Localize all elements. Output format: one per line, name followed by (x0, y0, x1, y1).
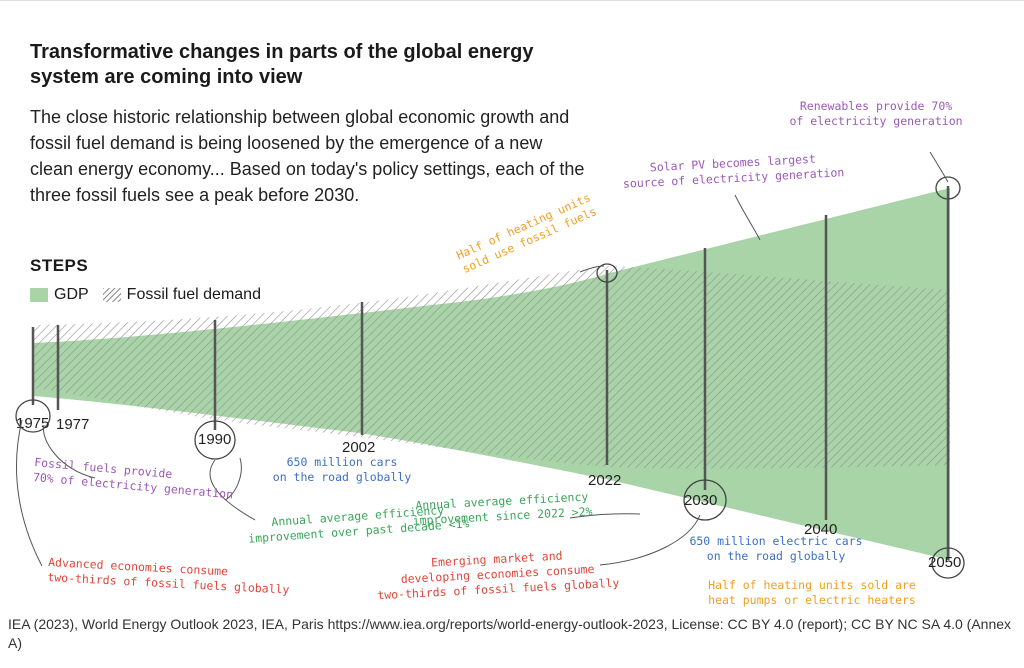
top-divider (0, 0, 1024, 1)
source-note: IEA (2023), World Energy Outlook 2023, I… (8, 616, 1012, 651)
leader-line (209, 459, 256, 521)
leader-line (224, 457, 242, 501)
annotation-1975-0: Fossil fuels provide70% of electricity g… (32, 455, 235, 501)
leader-line (569, 513, 641, 519)
year-label-2022: 2022 (588, 472, 621, 489)
milestone-circle-1975 (15, 399, 51, 433)
annotation-2030-5: Annual average efficiencyimprovement sin… (412, 489, 593, 527)
chart-subtitle: The close historic relationship between … (30, 107, 585, 205)
milestone-circle-1990 (194, 420, 236, 460)
annotation-2022-4: Half of heating unitssold use fossil fue… (454, 190, 599, 276)
leader-line (734, 194, 761, 241)
legend-gdp-label: GDP (54, 286, 89, 303)
year-label-2030: 2030 (684, 492, 717, 509)
fossil-area (33, 266, 950, 469)
annotation-2040-8: 650 million electric cars on the road glo… (689, 534, 862, 563)
legend-gdp-swatch (30, 288, 48, 302)
year-label-1990: 1990 (198, 431, 231, 448)
milestone-circle-2050 (931, 547, 965, 579)
leader-line (15, 419, 43, 567)
leader-line (579, 265, 605, 273)
year-label-2050: 2050 (928, 554, 961, 571)
year-label-2040: 2040 (804, 521, 837, 538)
milestone-circle-2022 (596, 263, 618, 283)
leader-line (43, 424, 96, 479)
annotation-1975-1: Advanced economies consumetwo-thirds of … (47, 555, 291, 597)
year-label-2002: 2002 (342, 439, 375, 456)
milestone-circle-2050-top (935, 176, 961, 200)
legend: GDP Fossil fuel demand (30, 286, 261, 304)
chart-title: Transformative changes in parts of the g… (30, 41, 534, 88)
annotation-2002-3: 650 million cars on the road globally (273, 455, 412, 484)
leader-line (599, 514, 701, 566)
annotation-2030-6: Emerging market anddeveloping economies … (375, 546, 619, 603)
legend-fossil-label: Fossil fuel demand (126, 286, 261, 303)
scenario-label: STEPS (30, 256, 89, 275)
milestone-circle-2030 (683, 479, 727, 521)
annotation-2050-9: Half of heating units sold are heat pumps… (708, 578, 916, 607)
chart-area: 1975 1977 1990 2002 2022 2030 2040 2050 Fossil … (15, 99, 965, 607)
leader-line (929, 151, 949, 183)
legend-fossil-swatch (102, 288, 121, 302)
year-label-1975: 1975 (16, 415, 49, 432)
year-label-1977: 1977 (56, 416, 89, 433)
annotation-2050-10: Renewables provide 70% of electricity gen… (789, 99, 962, 128)
annotation-2030-7: Solar PV becomes largestsource of electr… (622, 150, 845, 191)
